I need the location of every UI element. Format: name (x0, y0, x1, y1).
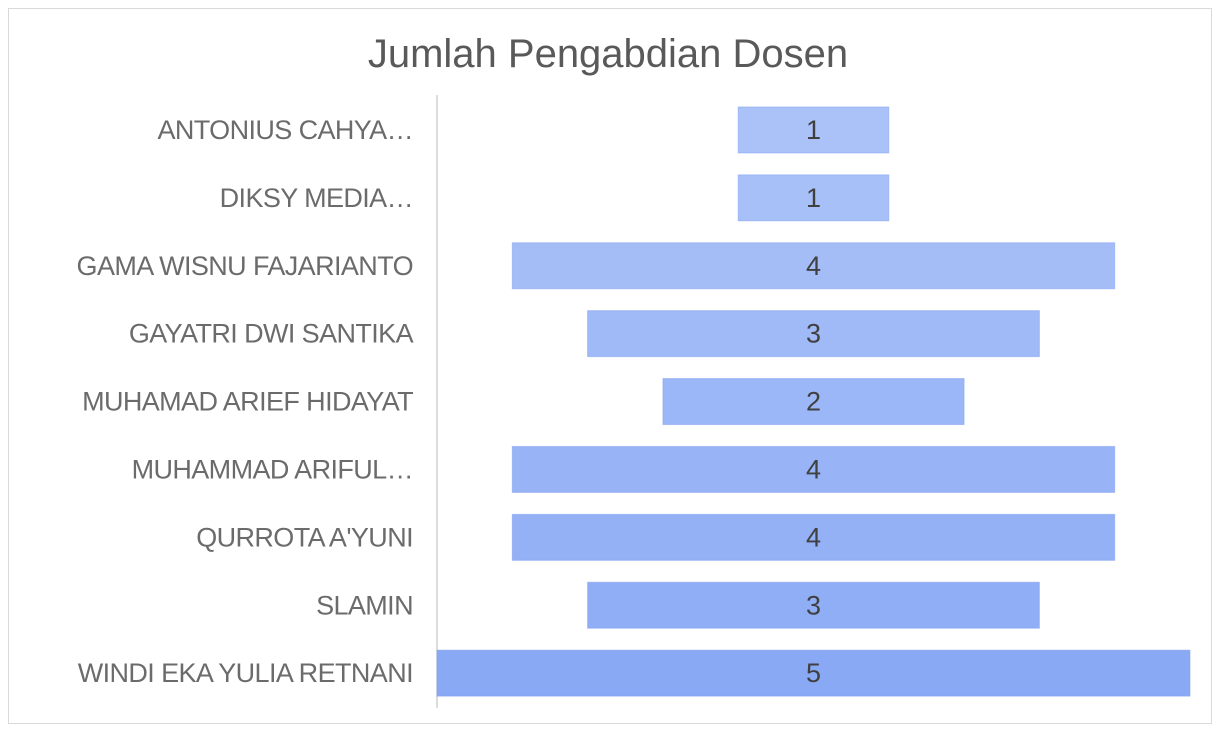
bar (737, 174, 890, 222)
bar (511, 242, 1116, 290)
data-label: 1 (806, 115, 821, 145)
category-label: GAYATRI DWI SANTIKA (129, 319, 414, 349)
bar (511, 445, 1116, 493)
bar (587, 581, 1040, 629)
category-label: MUHAMMAD ARIFUL… (132, 454, 413, 484)
data-label: 4 (806, 522, 821, 552)
category-label: DIKSY MEDIA… (220, 183, 413, 213)
category-label: GAMA WISNU FAJARIANTO (77, 251, 413, 281)
category-label: QURROTA A'YUNI (196, 522, 413, 552)
chart-title: Jumlah Pengabdian Dosen (368, 32, 848, 76)
bar (737, 106, 890, 154)
category-label: WINDI EKA YULIA RETNANI (78, 658, 413, 688)
bar (662, 378, 965, 426)
bar (436, 649, 1191, 697)
data-label: 5 (806, 658, 821, 688)
data-label: 3 (806, 590, 821, 620)
bar (587, 310, 1040, 358)
category-label: ANTONIUS CAHYA… (157, 115, 413, 145)
data-label: 4 (806, 251, 821, 281)
data-label: 4 (806, 454, 821, 484)
category-label: MUHAMAD ARIEF HIDAYAT (82, 387, 413, 417)
category-label: SLAMIN (316, 590, 413, 620)
data-label: 3 (806, 319, 821, 349)
data-label: 2 (806, 387, 821, 417)
data-label: 1 (806, 183, 821, 213)
bar (511, 513, 1116, 561)
